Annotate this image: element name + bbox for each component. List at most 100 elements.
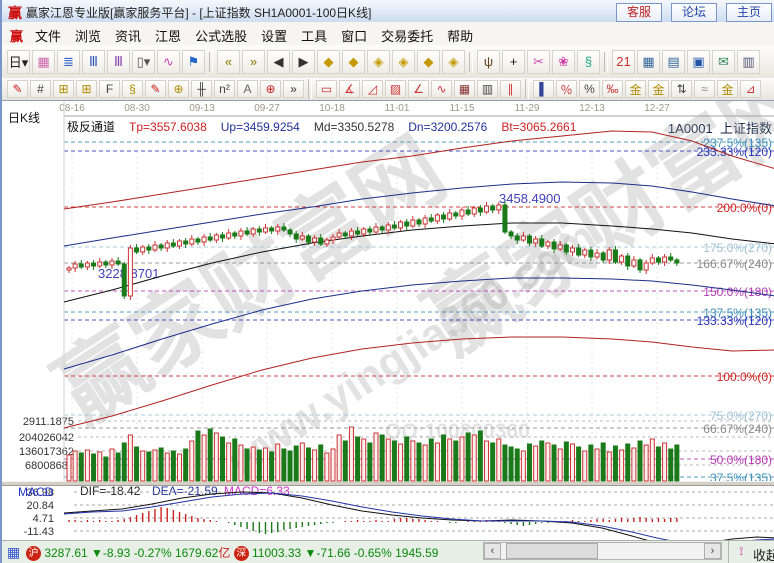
toolbar-gann-diamond-1[interactable]: ◆	[317, 49, 340, 74]
titlebar-button-2[interactable]: 论坛	[671, 3, 717, 22]
quote-table-icon[interactable]: ▦	[7, 544, 21, 560]
toolbar-hand-tool-icon[interactable]: ψ	[477, 49, 500, 74]
symbol-name: 上证指数	[719, 121, 772, 136]
toolbar-rect-tool-icon[interactable]: ▭	[316, 80, 337, 98]
toolbar-flag-icon[interactable]: ⚑	[182, 49, 205, 74]
toolbar-chips-icon[interactable]: ▌	[533, 80, 554, 98]
toolbar-gann-diamond-6[interactable]: ◈	[442, 49, 465, 74]
antenna-icon: ⟟	[739, 544, 744, 558]
toolbar-scissors-icon[interactable]: ✂	[527, 49, 550, 74]
toolbar-chart9-icon[interactable]: Ⅲ	[107, 49, 130, 74]
toolbar-wave-a-icon[interactable]: ≈	[694, 80, 715, 98]
toolbar-dense-grid-icon[interactable]: ▦	[454, 80, 475, 98]
toolbar-updown-pen-icon[interactable]: ⇅	[671, 80, 692, 98]
toolbar-marker-icon[interactable]: ✎	[145, 80, 166, 98]
toolbar-ruler-grid-icon[interactable]: ╫	[191, 80, 212, 98]
toolbar-last-page-icon[interactable]: »	[242, 49, 265, 74]
menu-item-4[interactable]: 江恩	[155, 29, 182, 44]
toolbar-gann-diamond-5[interactable]: ◆	[417, 49, 440, 74]
toolbar-clipboard-icon[interactable]: ≣	[57, 49, 80, 74]
level-label: 175.0%(270)	[703, 241, 772, 255]
menu-item-1[interactable]: 文件	[35, 29, 62, 44]
toolbar-save-icon[interactable]: ▣	[687, 49, 710, 74]
market-summaries: 沪 3287.61 ▼-8.93 -0.27% 1679.62亿 深 11003…	[26, 544, 438, 562]
indicator-name: 极反通道	[67, 120, 116, 134]
toolbar-gold2-icon[interactable]: 金	[717, 80, 738, 98]
toolbar-notebook-icon[interactable]: ▤	[662, 49, 685, 74]
pane-divider[interactable]	[2, 481, 774, 486]
toolbar-gann-grid-icon[interactable]: ⊞	[53, 80, 74, 98]
toolbar-zigzag-icon[interactable]: ∿	[431, 80, 452, 98]
menu-item-5[interactable]: 公式选股	[195, 29, 248, 44]
toolbar-tri-angle-icon[interactable]: ⊿	[740, 80, 761, 98]
toolbar-first-page-icon[interactable]: «	[217, 49, 240, 74]
toolbar-gann-diamond-4[interactable]: ◈	[392, 49, 415, 74]
menu-item-9[interactable]: 交易委托	[381, 29, 434, 44]
level-label: 233.33%(120)	[696, 145, 772, 159]
toolbar-dragon-icon[interactable]: §	[577, 49, 600, 74]
toolbar-period-selector[interactable]: 日▾	[7, 49, 30, 74]
toolbar-curve-icon[interactable]: ∿	[157, 49, 180, 74]
menu-item-10[interactable]: 帮助	[447, 29, 474, 44]
toolbar-compass-icon[interactable]: ⊕	[260, 80, 281, 98]
collapse-section[interactable]: ⟟ 收起	[728, 540, 774, 563]
menu-item-2[interactable]: 浏览	[75, 29, 102, 44]
level-label: 150.0%(180)	[703, 285, 772, 299]
toolbar-angle-tool-icon[interactable]: ∠	[408, 80, 429, 98]
level-label: 166.67%(240)	[696, 257, 772, 271]
toolbar-grid-tool-icon[interactable]: #	[30, 80, 51, 98]
toolbar-parallel-lines-icon[interactable]: ∥	[500, 80, 521, 98]
collapse-label[interactable]: 收起	[753, 548, 774, 563]
toolbar-permille-icon[interactable]: ‰	[602, 80, 623, 98]
toolbar-gann-rays-icon[interactable]: ∡	[339, 80, 360, 98]
chart-panel[interactable]: 日K线 08-16 08-30 09-13 09-27 10-18 11-01 11-15 1…	[2, 100, 774, 541]
toolbar-crosshair-icon[interactable]: +	[502, 49, 525, 74]
market-seal-1[interactable]: 沪	[26, 546, 41, 562]
toolbar-spiral-icon[interactable]: §	[122, 80, 143, 98]
price-callout: 3458.4900	[499, 191, 561, 206]
scrollbar-thumb[interactable]	[506, 543, 598, 559]
toolbar-bar-period-icon[interactable]: ▯▾	[132, 49, 155, 74]
titlebar-button-3[interactable]: 主页	[726, 3, 772, 22]
toolbar-mail-icon[interactable]: ✉	[712, 49, 735, 74]
menu-item-7[interactable]: 工具	[301, 29, 328, 44]
toolbar-n2-icon[interactable]: n²	[214, 80, 235, 98]
date-tick-09-13: 09-13	[189, 103, 215, 114]
toolbar-col-grid-icon[interactable]: ▥	[477, 80, 498, 98]
toolbar-angle-a-icon[interactable]: A	[237, 80, 258, 98]
chart-scrollbar[interactable]: ‹ ›	[483, 542, 722, 560]
toolbar-screen-icon[interactable]: ▦	[32, 49, 55, 74]
toolbar-gann-diamond-2[interactable]: ◆	[342, 49, 365, 74]
toolbar-fan-tool-icon[interactable]: ◿	[362, 80, 383, 98]
toolbar-percent-red-icon[interactable]: ％	[556, 80, 577, 98]
toolbar-chart3-icon[interactable]: Ⅲ	[82, 49, 105, 74]
toolbar-gann-grid2-icon[interactable]: ⊞	[76, 80, 97, 98]
scroll-right-arrow[interactable]: ›	[704, 543, 721, 559]
scroll-left-arrow[interactable]: ‹	[484, 543, 501, 559]
toolbar-fib-grid-icon[interactable]: F	[99, 80, 120, 98]
titlebar-button-1[interactable]: 客服	[616, 3, 662, 22]
toolbar-prev-icon[interactable]: ◀	[267, 49, 290, 74]
toolbar-percent-icon[interactable]: %	[579, 80, 600, 98]
market-seal-2[interactable]: 深	[233, 546, 249, 562]
toolbar-separator	[525, 79, 529, 99]
menu-item-3[interactable]: 资讯	[115, 29, 142, 44]
level-label: 200.0%(0)	[716, 201, 772, 215]
window-title: 赢家江恩专业版[赢家服务平台] - [上证指数 SH1A0001-100日K线]	[26, 6, 372, 20]
toolbar-next-icon[interactable]: ▶	[292, 49, 315, 74]
toolbar-printer-icon[interactable]: ▥	[737, 49, 760, 74]
menu-item-6[interactable]: 设置	[261, 29, 288, 44]
toolbar-gold-circle-icon[interactable]: 金	[625, 80, 646, 98]
toolbar-shaded-box-icon[interactable]: ▨	[385, 80, 406, 98]
menu-bar: 赢 文件 浏览 资讯 江恩 公式选股 设置 工具 窗口 交易委托 帮助	[2, 22, 774, 46]
toolbar-calendar-icon[interactable]: 21	[612, 49, 635, 74]
toolbar-more-tools-chevron[interactable]: »	[283, 80, 304, 98]
menu-item-8[interactable]: 窗口	[341, 29, 368, 44]
toolbar-flower-icon[interactable]: ❀	[552, 49, 575, 74]
toolbar-circle-cross-icon[interactable]: ⊕	[168, 80, 189, 98]
toolbar-brush-icon[interactable]: ✎	[7, 80, 28, 98]
toolbar-calculator-icon[interactable]: ▦	[637, 49, 660, 74]
toolbar-gold-lines-icon[interactable]: 金	[648, 80, 669, 98]
toolbar-gann-diamond-3[interactable]: ◈	[367, 49, 390, 74]
